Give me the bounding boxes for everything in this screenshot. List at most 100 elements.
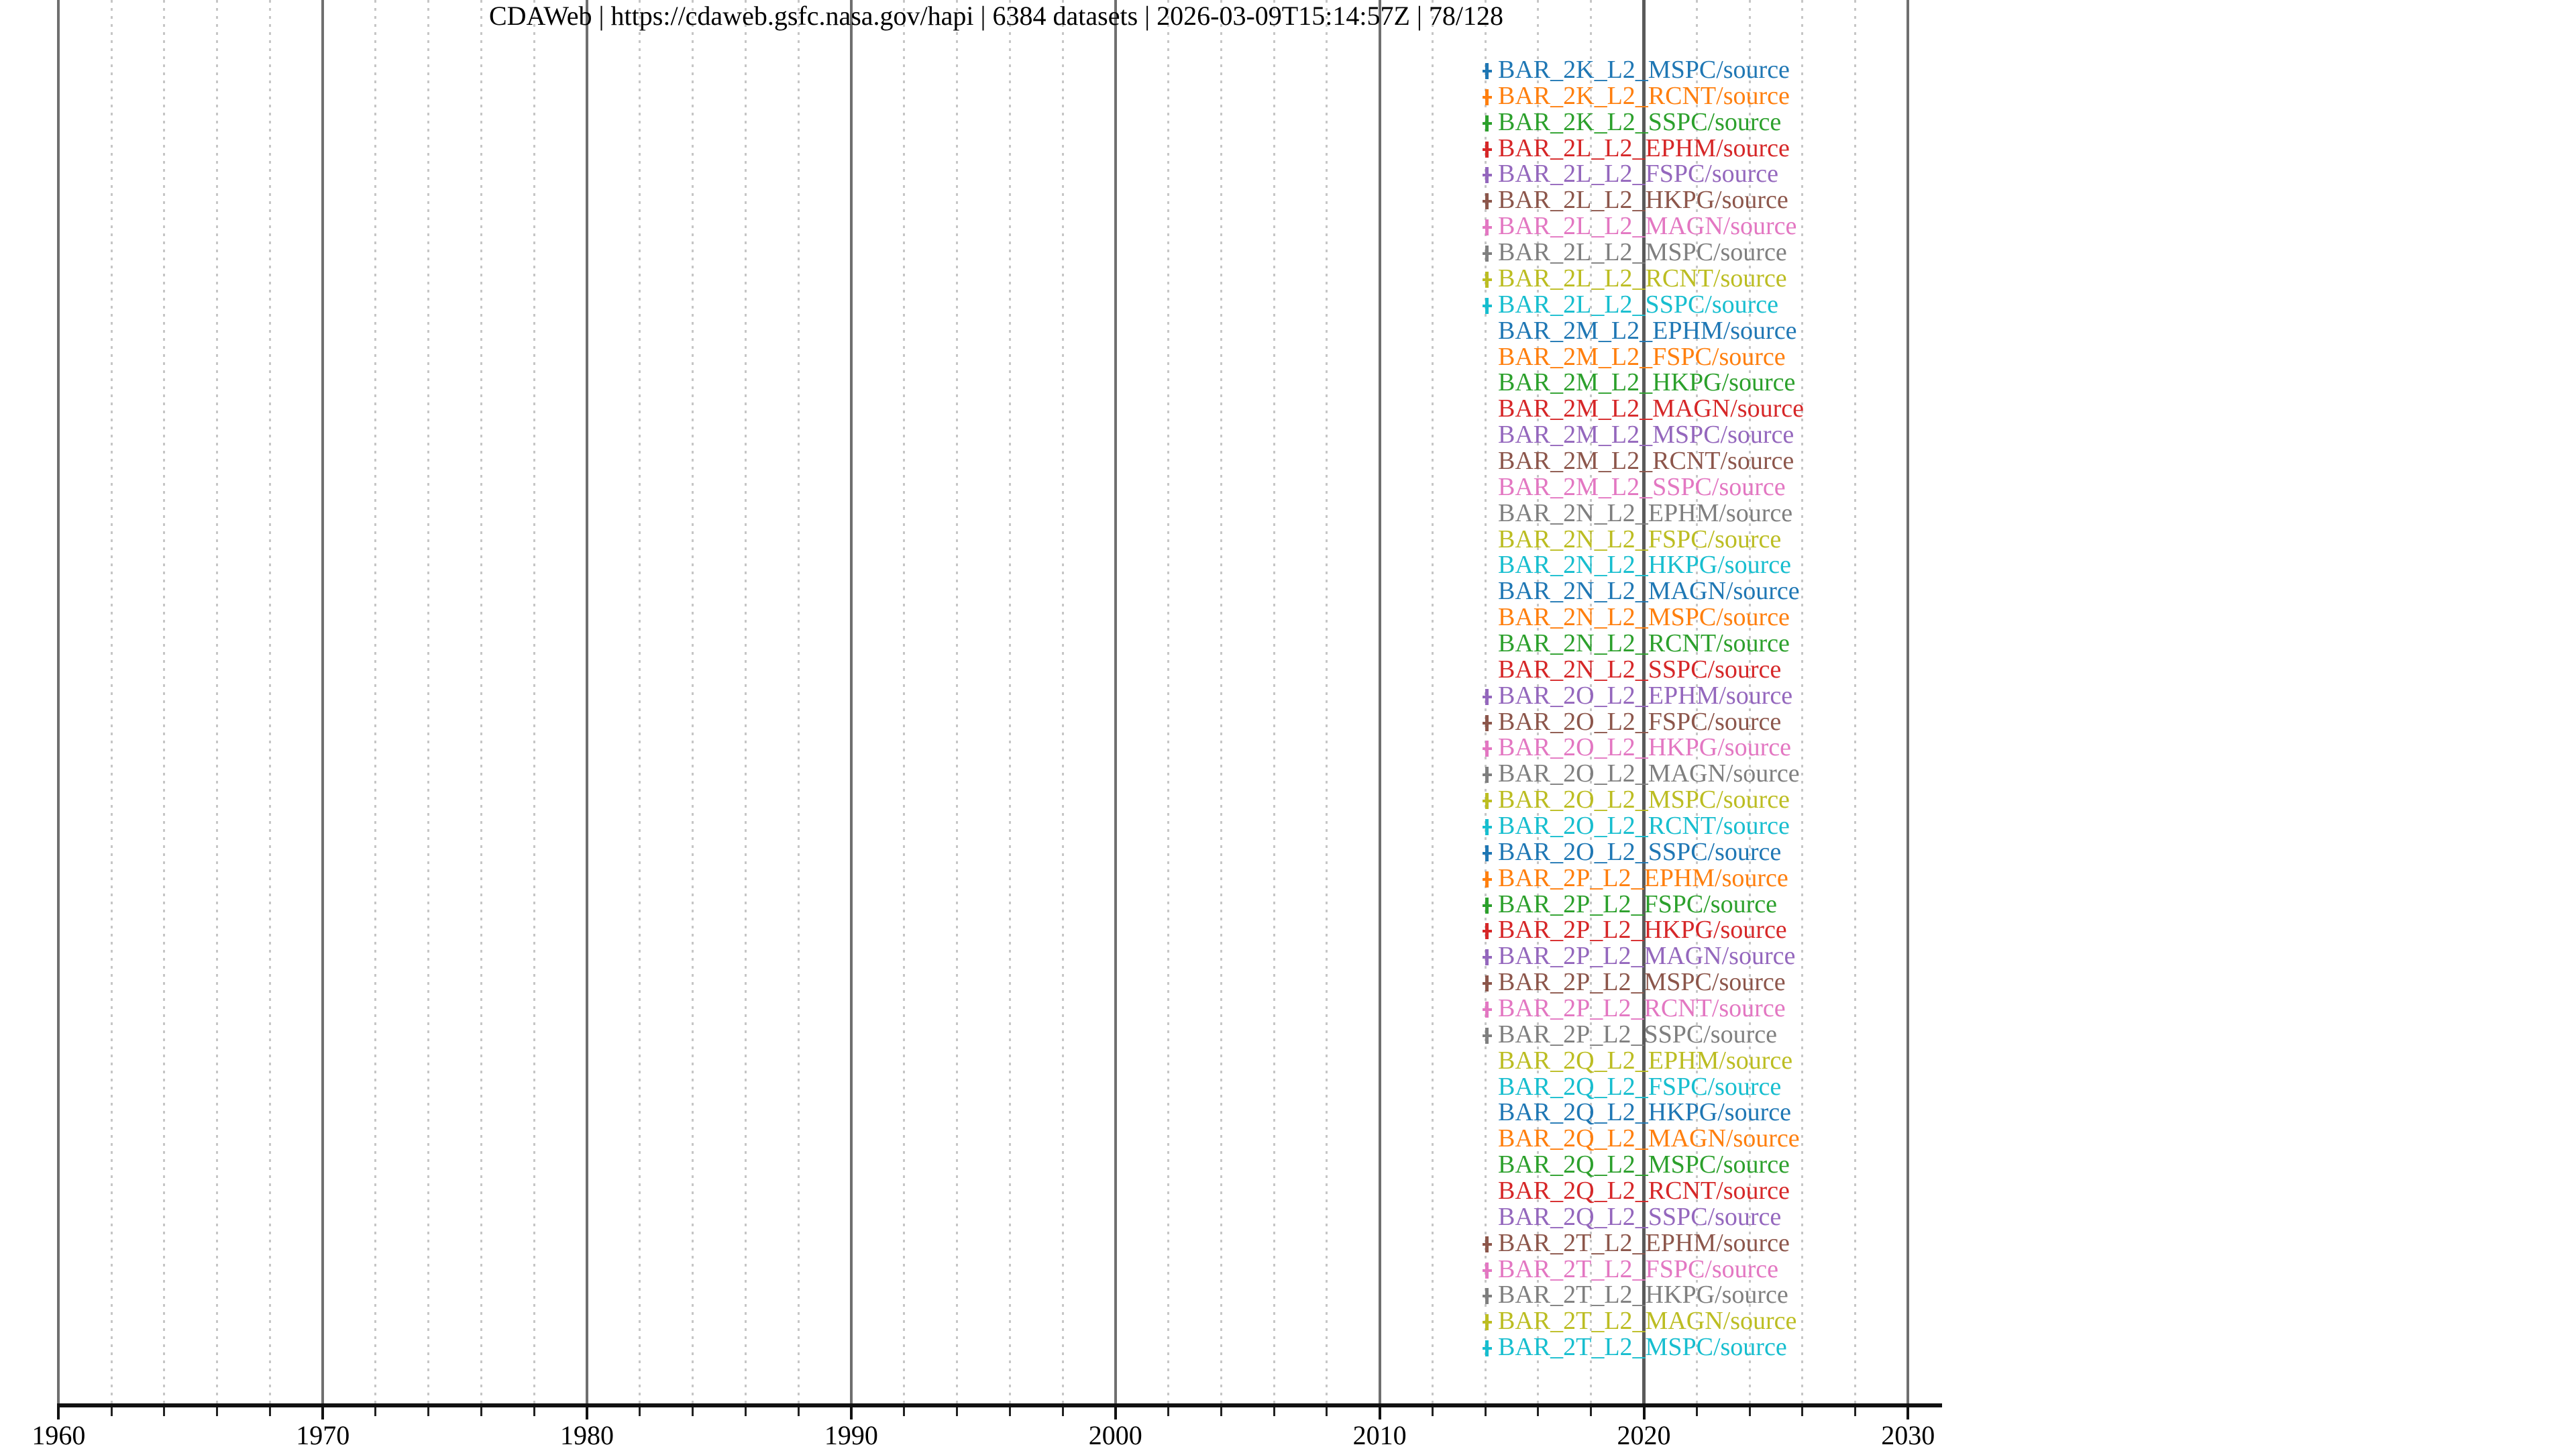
dataset-label: BAR_2N_L2_MSPC/source: [1498, 603, 1790, 632]
dataset-label: BAR_2O_L2_SSPC/source: [1498, 837, 1782, 866]
availability-bar-cap: [1482, 1321, 1492, 1324]
major-tick-2000: [1114, 1407, 1117, 1419]
minor-tick-2014: [1484, 1407, 1487, 1416]
availability-bar-cap: [1482, 773, 1492, 777]
minor-gridline-1966: [216, 0, 219, 1403]
minor-tick-1988: [797, 1407, 800, 1416]
axis-tick-label-2000: 2000: [1088, 1420, 1142, 1449]
minor-gridline-1962: [110, 0, 113, 1403]
minor-gridline-2018: [1590, 0, 1593, 1403]
minor-gridline-2028: [1854, 0, 1856, 1403]
minor-tick-2008: [1326, 1407, 1328, 1416]
dataset-label: BAR_2Q_L2_MAGN/source: [1498, 1124, 1800, 1153]
dataset-label: BAR_2P_L2_SSPC/source: [1498, 1020, 1777, 1049]
axis-tick-label-1970: 1970: [296, 1420, 350, 1449]
minor-gridline-2022: [1695, 0, 1698, 1403]
minor-gridline-2006: [1273, 0, 1275, 1403]
minor-tick-2004: [1220, 1407, 1222, 1416]
minor-tick-1962: [110, 1407, 113, 1416]
availability-bar-cap: [1482, 95, 1492, 99]
minor-tick-2002: [1167, 1407, 1169, 1416]
minor-gridline-2026: [1801, 0, 1804, 1403]
dataset-label: BAR_2T_L2_MAGN/source: [1498, 1307, 1797, 1336]
dataset-label: BAR_2T_L2_FSPC/source: [1498, 1254, 1779, 1283]
minor-tick-1984: [692, 1407, 694, 1416]
minor-tick-2012: [1431, 1407, 1434, 1416]
availability-bar-cap: [1482, 278, 1492, 281]
minor-tick-1974: [427, 1407, 430, 1416]
availability-bar-cap: [1482, 304, 1492, 307]
dataset-label: BAR_2K_L2_SSPC/source: [1498, 107, 1782, 136]
minor-gridline-1964: [163, 0, 166, 1403]
dataset-label: BAR_2L_L2_RCNT/source: [1498, 264, 1787, 292]
minor-gridline-2002: [1167, 0, 1169, 1403]
dataset-label: BAR_2T_L2_HKPG/source: [1498, 1281, 1788, 1309]
dataset-label: BAR_2P_L2_RCNT/source: [1498, 994, 1786, 1022]
minor-gridline-1984: [692, 0, 694, 1403]
dataset-label: BAR_2M_L2_MAGN/source: [1498, 394, 1804, 423]
dataset-label: BAR_2M_L2_FSPC/source: [1498, 342, 1786, 371]
major-gridline-1970: [321, 0, 325, 1403]
axis-tick-label-2010: 2010: [1352, 1420, 1407, 1449]
major-tick-1980: [586, 1407, 588, 1419]
dataset-label: BAR_2P_L2_MSPC/source: [1498, 968, 1786, 997]
dataset-label: BAR_2O_L2_HKPG/source: [1498, 733, 1791, 762]
minor-tick-2022: [1695, 1407, 1698, 1416]
minor-tick-1978: [533, 1407, 535, 1416]
major-gridline-1960: [57, 0, 60, 1403]
minor-gridline-2024: [1748, 0, 1751, 1403]
dataset-label: BAR_2L_L2_FSPC/source: [1498, 160, 1779, 189]
axis-spine-bottom: [57, 1403, 1943, 1407]
availability-bar-cap: [1482, 747, 1492, 751]
availability-bar-cap: [1482, 200, 1492, 203]
dataset-label: BAR_2N_L2_EPHM/source: [1498, 498, 1793, 527]
highlight-gridline-2020: [1642, 0, 1646, 1403]
minor-tick-1966: [216, 1407, 219, 1416]
availability-bar-cap: [1482, 70, 1492, 72]
minor-tick-1982: [639, 1407, 641, 1416]
availability-bar-cap: [1482, 695, 1492, 698]
minor-gridline-1974: [427, 0, 430, 1403]
major-tick-1990: [849, 1407, 853, 1419]
major-tick-2010: [1378, 1407, 1381, 1419]
dataset-label: BAR_2Q_L2_RCNT/source: [1498, 1177, 1790, 1205]
availability-bar-cap: [1482, 1295, 1492, 1298]
minor-gridline-1998: [1061, 0, 1064, 1403]
axis-tick-label-1990: 1990: [824, 1420, 878, 1449]
major-tick-1970: [321, 1407, 325, 1419]
availability-bar-cap: [1482, 930, 1492, 933]
dataset-label: BAR_2K_L2_MSPC/source: [1498, 56, 1790, 84]
availability-bar-cap: [1482, 252, 1492, 255]
dataset-label: BAR_2T_L2_MSPC/source: [1498, 1333, 1787, 1362]
major-tick-2030: [1907, 1407, 1910, 1419]
minor-tick-1992: [903, 1407, 906, 1416]
dataset-label: BAR_2N_L2_RCNT/source: [1498, 629, 1790, 657]
minor-gridline-2016: [1537, 0, 1540, 1403]
dataset-label: BAR_2L_L2_MSPC/source: [1498, 238, 1787, 266]
axis-tick-label-2020: 2020: [1617, 1420, 1671, 1449]
dataset-label: BAR_2O_L2_EPHM/source: [1498, 681, 1793, 710]
dataset-label: BAR_2M_L2_RCNT/source: [1498, 446, 1794, 475]
minor-gridline-1978: [533, 0, 535, 1403]
minor-gridline-2012: [1431, 0, 1434, 1403]
dataset-label: BAR_2M_L2_SSPC/source: [1498, 472, 1786, 501]
minor-gridline-1976: [480, 0, 482, 1403]
major-gridline-2000: [1114, 0, 1117, 1403]
axis-tick-label-1960: 1960: [32, 1420, 86, 1449]
minor-tick-1986: [744, 1407, 747, 1416]
dataset-label: BAR_2T_L2_EPHM/source: [1498, 1228, 1790, 1257]
minor-gridline-2008: [1326, 0, 1328, 1403]
chart-title: CDAWeb | https://cdaweb.gsfc.nasa.gov/ha…: [488, 1, 1504, 31]
dataset-label: BAR_2O_L2_MSPC/source: [1498, 786, 1790, 814]
dataset-label: BAR_2P_L2_EPHM/source: [1498, 863, 1788, 892]
availability-bar-cap: [1482, 1269, 1492, 1272]
minor-tick-1994: [955, 1407, 958, 1416]
availability-bar-cap: [1482, 174, 1492, 177]
minor-tick-1968: [268, 1407, 271, 1416]
minor-gridline-1994: [955, 0, 958, 1403]
availability-bar-cap: [1482, 1034, 1492, 1037]
minor-tick-1998: [1061, 1407, 1064, 1416]
minor-tick-2026: [1801, 1407, 1804, 1416]
minor-tick-2006: [1273, 1407, 1275, 1416]
dataset-label: BAR_2N_L2_FSPC/source: [1498, 525, 1782, 553]
